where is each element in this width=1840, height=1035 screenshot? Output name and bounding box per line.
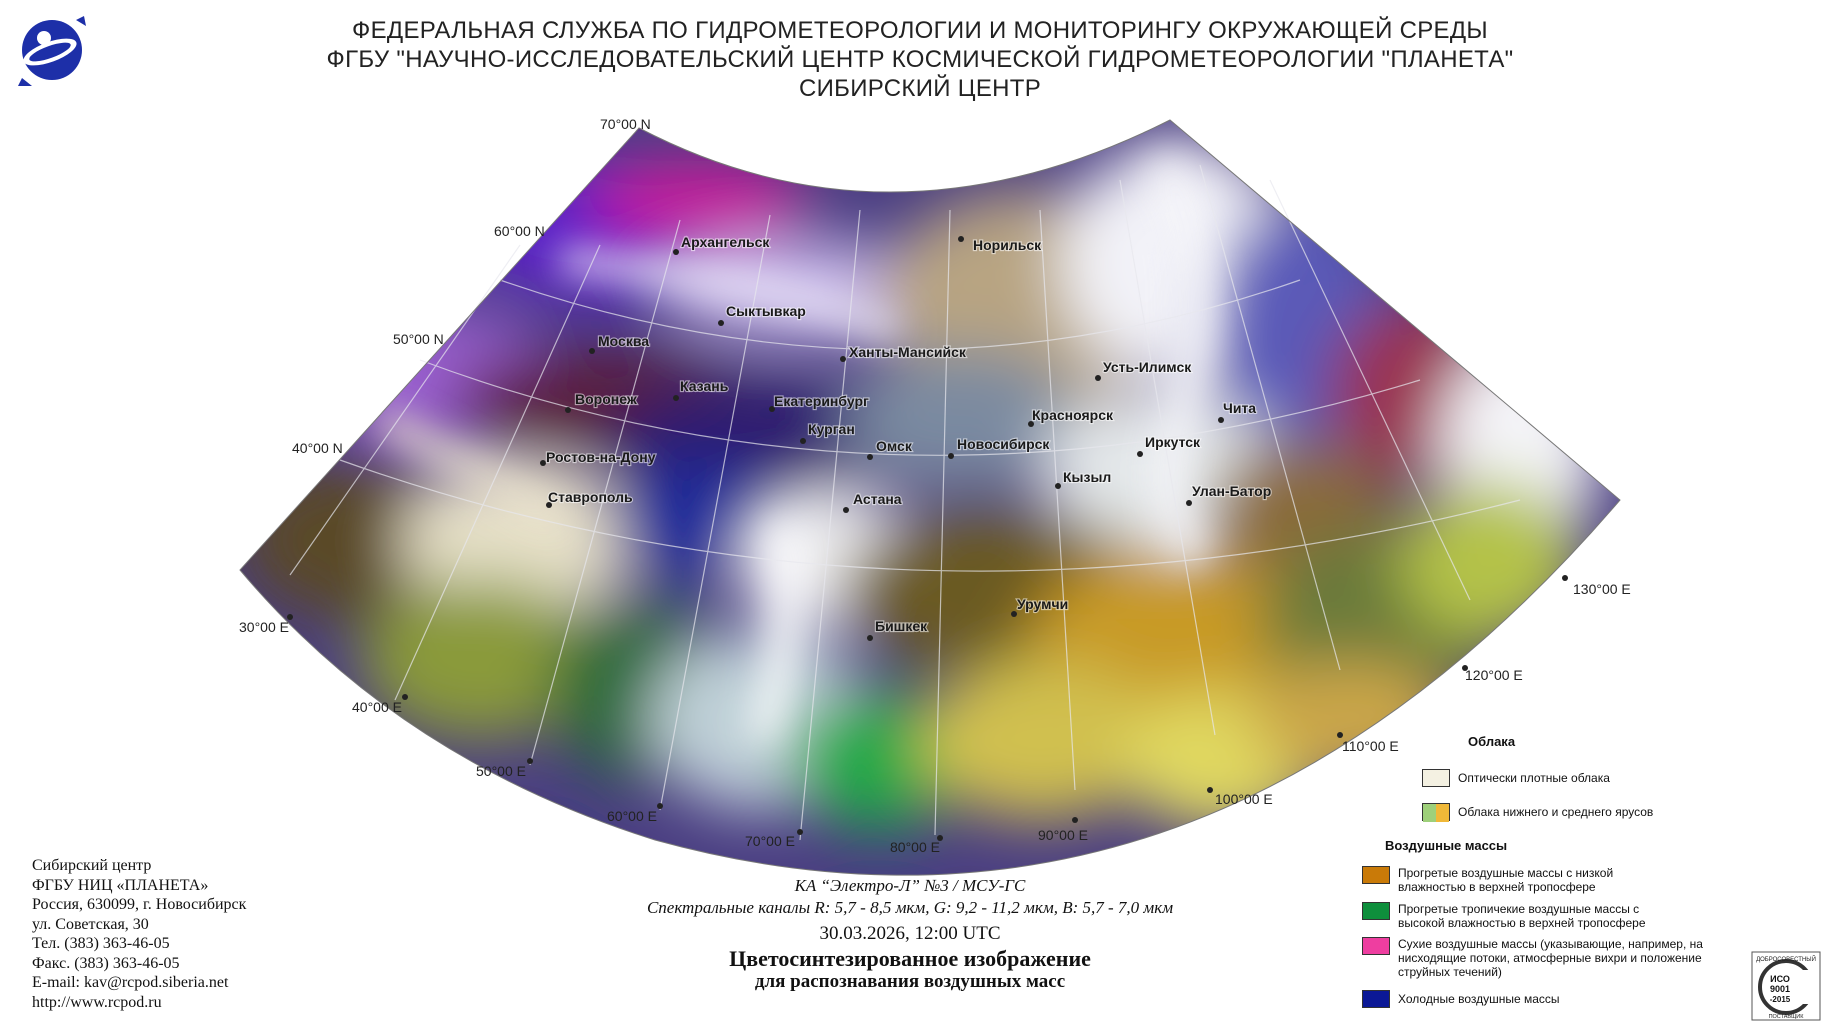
caption-subtitle: для распознавания воздушных масс bbox=[754, 971, 1066, 992]
header-line-institute: ФГБУ "НАУЧНО-ИССЛЕДОВАТЕЛЬСКИЙ ЦЕНТР КОС… bbox=[326, 46, 1514, 73]
lat-60-label: 60°00 N bbox=[494, 223, 545, 239]
city-bishkek: Бишкек bbox=[867, 617, 929, 641]
city-astana: Астана bbox=[843, 490, 903, 513]
contact-fax: Факс. (383) 363-46-05 bbox=[32, 954, 180, 972]
city-norilsk: Норильск bbox=[958, 236, 1043, 254]
city-omsk: Омск bbox=[867, 437, 914, 460]
header-line-agency: ФЕДЕРАЛЬНАЯ СЛУЖБА ПО ГИДРОМЕТЕОРОЛОГИИ … bbox=[352, 17, 1488, 44]
svg-text:Чита: Чита bbox=[1223, 400, 1256, 416]
iso-number: 9001 bbox=[1770, 984, 1790, 994]
svg-text:Красноярск: Красноярск bbox=[1032, 407, 1114, 423]
lat-50-label: 50°00 N bbox=[393, 331, 444, 347]
lon-50-label: 50°00 E bbox=[476, 763, 526, 779]
city-voronezh: Воронеж bbox=[565, 390, 639, 413]
svg-text:Екатеринбург: Екатеринбург bbox=[774, 393, 869, 409]
svg-text:Сыктывкар: Сыктывкар bbox=[726, 303, 806, 319]
svg-text:Урумчи: Урумчи bbox=[1017, 596, 1068, 612]
airmass-imagery bbox=[240, 120, 1620, 876]
city-ulan-bator: Улан-Батор bbox=[1186, 482, 1272, 506]
caption-title: Цветосинтезированное изображение bbox=[729, 946, 1091, 971]
city-ust-ilimsk: Усть-Илимск bbox=[1095, 358, 1193, 381]
city-stavropol: Ставрополь bbox=[546, 488, 634, 508]
svg-text:Казань: Казань bbox=[680, 378, 729, 394]
lon-90-label: 90°00 E bbox=[1038, 827, 1088, 843]
contact-center: Сибирский центр bbox=[32, 857, 152, 874]
svg-text:Москва: Москва bbox=[598, 333, 649, 349]
svg-text:Усть-Илимск: Усть-Илимск bbox=[1103, 359, 1192, 375]
lon-30-label: 30°00 E bbox=[239, 619, 289, 635]
caption-channels: Спектральные каналы R: 5,7 - 8,5 мкм, G:… bbox=[646, 898, 1174, 917]
city-khanty-mansiysk: Ханты-Мансийск bbox=[840, 343, 968, 362]
svg-text:Воронеж: Воронеж bbox=[575, 391, 638, 407]
city-krasnoyarsk: Красноярск bbox=[1028, 406, 1115, 427]
contact-email[interactable]: E-mail: kav@rcpod.siberia.net bbox=[32, 974, 229, 991]
iso-text: ИСО bbox=[1770, 974, 1790, 984]
header-line-center: СИБИРСКИЙ ЦЕНТР bbox=[798, 75, 1042, 102]
city-yekaterinburg: Екатеринбург bbox=[769, 392, 870, 412]
grid-labels: 70°00 N 60°00 N 50°00 N 40°00 N 30°00 E … bbox=[239, 116, 1631, 855]
city-rostov: Ростов-на-Дону bbox=[540, 448, 657, 466]
header: ФЕДЕРАЛЬНАЯ СЛУЖБА ПО ГИДРОМЕТЕОРОЛОГИИ … bbox=[0, 16, 1840, 103]
caption-datetime: 30.03.2026, 12:00 UTC bbox=[819, 923, 1001, 944]
iso-top-text: ДОБРОСОВЕСТНЫЙ bbox=[1756, 955, 1816, 963]
svg-text:Курган: Курган bbox=[808, 421, 855, 437]
iso-year: -2015 bbox=[1770, 995, 1791, 1004]
svg-text:Улан-Батор: Улан-Батор bbox=[1192, 483, 1271, 499]
city-kurgan: Курган bbox=[800, 420, 856, 444]
lon-130-label: 130°00 E bbox=[1573, 581, 1631, 597]
city-chita: Чита bbox=[1218, 399, 1257, 423]
svg-text:Новосибирск: Новосибирск bbox=[957, 436, 1050, 452]
svg-text:Астана: Астана bbox=[853, 491, 902, 507]
svg-text:Ханты-Мансийск: Ханты-Мансийск bbox=[849, 344, 967, 360]
svg-text:Иркутск: Иркутск bbox=[1145, 434, 1201, 450]
city-kyzyl: Кызыл bbox=[1055, 468, 1112, 489]
lat-70-label: 70°00 N bbox=[600, 116, 651, 132]
grid-tick-markers bbox=[287, 575, 1568, 841]
graticule bbox=[289, 164, 1521, 841]
svg-text:Кызыл: Кызыл bbox=[1063, 469, 1111, 485]
city-markers: Архангельск Норильск Сыктывкар Москва Ха… bbox=[540, 233, 1272, 641]
svg-text:Ростов-на-Дону: Ростов-на-Дону bbox=[546, 449, 656, 465]
svg-text:Норильск: Норильск bbox=[973, 237, 1042, 253]
city-syktyvkar: Сыктывкар bbox=[718, 302, 807, 326]
contact-phone: Тел. (383) 363-46-05 bbox=[32, 935, 170, 952]
lon-60-label: 60°00 E bbox=[607, 808, 657, 824]
contact-website[interactable]: http://www.rcpod.ru bbox=[32, 993, 162, 1011]
caption-satellite: КА “Электро-Л” №3 / МСУ-ГС bbox=[794, 876, 1026, 895]
contact-info: Сибирский центр ФГБУ НИЦ «ПЛАНЕТА» Росси… bbox=[32, 856, 246, 1012]
lon-100-label: 100°00 E bbox=[1215, 791, 1273, 807]
lon-110-label: 110°00 E bbox=[1342, 738, 1399, 754]
contact-city: Россия, 630099, г. Новосибирск bbox=[32, 896, 247, 913]
svg-text:Архангельск: Архангельск bbox=[681, 234, 770, 250]
lon-120-label: 120°00 E bbox=[1465, 667, 1523, 683]
image-caption: КА “Электро-Л” №3 / МСУ-ГС Спектральные … bbox=[560, 875, 1260, 993]
map-frame bbox=[239, 119, 1621, 876]
city-arkhangelsk: Архангельск bbox=[673, 233, 772, 255]
svg-text:Ставрополь: Ставрополь bbox=[548, 489, 633, 505]
lat-40-label: 40°00 N bbox=[292, 440, 343, 456]
city-moscow: Москва bbox=[589, 332, 650, 354]
contact-org: ФГБУ НИЦ «ПЛАНЕТА» bbox=[32, 876, 209, 894]
city-novosibirsk: Новосибирск bbox=[948, 435, 1052, 459]
svg-text:Бишкек: Бишкек bbox=[875, 618, 928, 634]
iso-badge: ДОБРОСОВЕСТНЫЙ ИСО 9001 -2015 ПОСТАВЩИК bbox=[1751, 951, 1821, 1021]
lon-80-label: 80°00 E bbox=[890, 839, 940, 855]
contact-street: ул. Советская, 30 bbox=[32, 915, 149, 933]
city-urumqi: Урумчи bbox=[1011, 595, 1069, 617]
iso-bottom-text: ПОСТАВЩИК bbox=[1769, 1014, 1805, 1020]
city-irkutsk: Иркутск bbox=[1137, 433, 1202, 457]
lon-40-label: 40°00 E bbox=[352, 699, 402, 715]
svg-text:Омск: Омск bbox=[876, 438, 913, 454]
lon-70-label: 70°00 E bbox=[745, 833, 795, 849]
planeta-logo bbox=[14, 12, 92, 90]
city-kazan: Казань bbox=[673, 377, 730, 401]
